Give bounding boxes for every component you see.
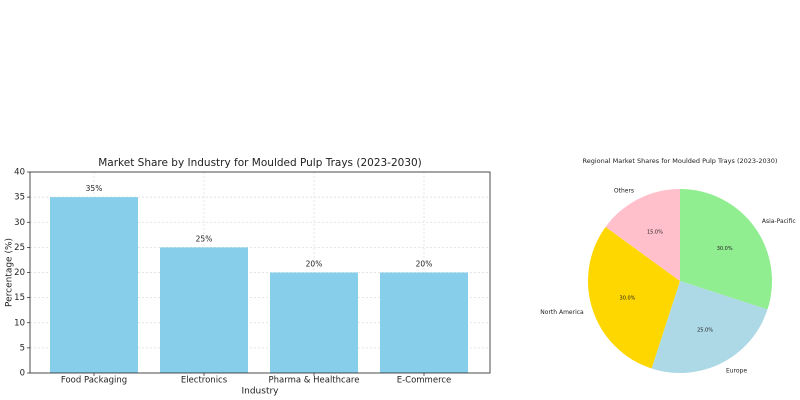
y-tick-label: 40 — [14, 168, 25, 178]
bar — [160, 247, 248, 373]
slice-label: Others — [614, 187, 634, 194]
x-axis-label: Industry — [241, 387, 279, 397]
x-tick-label: Food Packaging — [61, 376, 127, 386]
y-axis-label: Percentage (%) — [5, 238, 15, 307]
y-tick-label: 35 — [14, 193, 25, 203]
pie-slice — [680, 189, 772, 310]
y-tick-label: 15 — [14, 293, 25, 303]
data-label: 35% — [86, 184, 103, 193]
y-tick-label: 5 — [20, 343, 25, 353]
pie-slice — [651, 281, 768, 373]
data-label: 20% — [306, 260, 323, 269]
slice-label: Europe — [726, 368, 747, 375]
y-tick-label: 30 — [14, 218, 25, 228]
y-tick-label: 0 — [20, 369, 25, 379]
y-tick-label: 25 — [14, 243, 25, 253]
x-tick-label: Electronics — [181, 376, 228, 386]
slice-value-label: 30.0% — [717, 246, 733, 252]
data-label: 25% — [196, 234, 213, 243]
y-tick-label: 10 — [14, 318, 25, 328]
x-tick-label: E-Commerce — [397, 376, 452, 386]
data-label: 20% — [416, 260, 433, 269]
plot-frame — [29, 171, 491, 374]
pie-slice — [605, 189, 680, 281]
chart-title: Market Share by Industry for Moulded Pul… — [98, 157, 422, 169]
slice-label: North America — [540, 309, 584, 316]
pie-slice — [588, 226, 680, 369]
x-tick-label: Pharma & Healthcare — [269, 376, 360, 386]
slice-value-label: 30.0% — [620, 296, 636, 302]
slice-value-label: 25.0% — [697, 328, 713, 334]
slice-value-label: 15.0% — [647, 229, 663, 235]
bar — [270, 272, 358, 373]
slice-label: Asia-Pacific — [762, 218, 796, 225]
bar — [50, 197, 138, 373]
chart-title: Regional Market Shares for Moulded Pulp … — [583, 157, 778, 165]
bar — [380, 272, 468, 373]
y-tick-label: 20 — [14, 268, 25, 278]
